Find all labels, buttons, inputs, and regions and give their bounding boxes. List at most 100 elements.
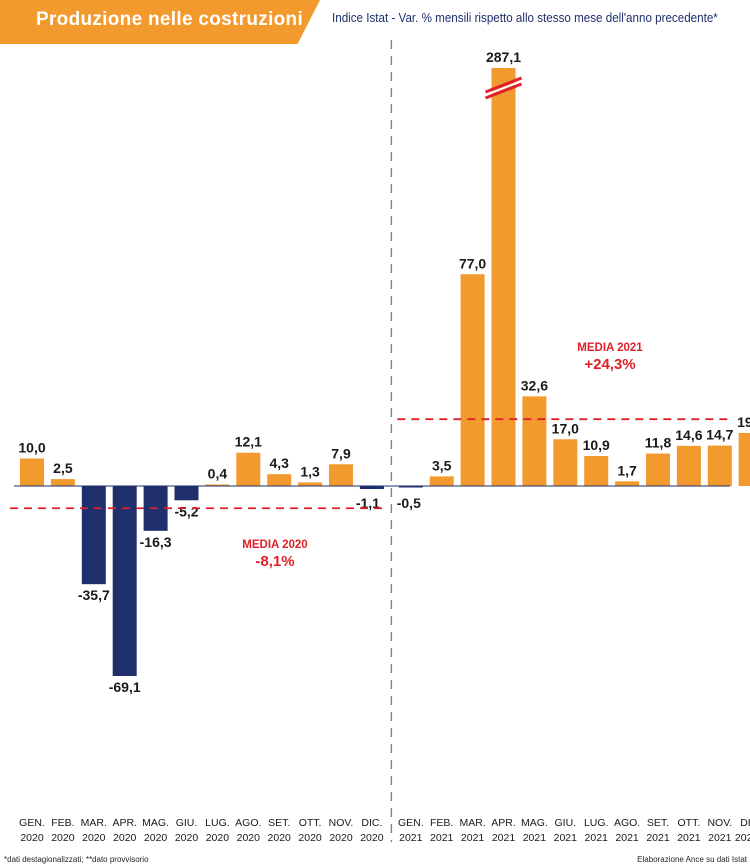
data-label: 12,1 bbox=[235, 434, 262, 450]
average-label: MEDIA 2021 bbox=[577, 342, 643, 354]
tick-label-year: 2021 bbox=[430, 832, 454, 844]
bar bbox=[460, 274, 485, 486]
tick-label-month: FEB. bbox=[51, 817, 74, 829]
source-note: Elaborazione Ance su dati Istat bbox=[637, 855, 747, 864]
bar bbox=[707, 445, 732, 486]
chart-subtitle: Indice Istat - Var. % mensili rispetto a… bbox=[332, 11, 718, 25]
data-label: 14,7 bbox=[706, 427, 733, 443]
title-banner: Produzione nelle costruzioni bbox=[0, 0, 320, 44]
average-value: -8,1% bbox=[255, 553, 294, 570]
tick-label-year: 2021 bbox=[615, 832, 639, 844]
tick-label-month: GEN. bbox=[19, 817, 45, 829]
bar bbox=[329, 464, 353, 486]
data-label: 10,9 bbox=[583, 437, 610, 453]
data-label: -5,2 bbox=[174, 503, 198, 519]
tick-label-year: 2021 bbox=[708, 832, 732, 844]
tick-label-month: LUG. bbox=[205, 817, 230, 829]
tick-label-year: 2020 bbox=[51, 832, 75, 844]
data-label: -35,7 bbox=[78, 587, 110, 603]
tick-label-year: 2021 bbox=[523, 832, 547, 844]
tick-label-year: 2021 bbox=[554, 832, 578, 844]
data-label: 2,5 bbox=[53, 460, 73, 476]
tick-label-month: GIU. bbox=[176, 817, 198, 829]
bar bbox=[491, 68, 516, 486]
tick-label-year: 2020 bbox=[20, 832, 44, 844]
data-label: 7,9 bbox=[331, 445, 351, 461]
chart-title: Produzione nelle costruzioni bbox=[36, 9, 304, 30]
tick-label-month: GEN. bbox=[398, 817, 424, 829]
tick-label-year: 2020 bbox=[360, 832, 384, 844]
data-label: 11,8 bbox=[645, 435, 672, 451]
data-label: -0,5 bbox=[397, 495, 421, 511]
tick-label-month: NOV. bbox=[329, 817, 354, 829]
data-label: -16,3 bbox=[140, 534, 172, 550]
bar bbox=[174, 486, 199, 501]
bar bbox=[584, 456, 609, 486]
data-label: 17,0 bbox=[552, 420, 579, 436]
bar bbox=[429, 476, 454, 486]
bar bbox=[112, 486, 137, 677]
tick-label-year: 2021 bbox=[461, 832, 485, 844]
tick-label-month: OTT. bbox=[299, 817, 322, 829]
footnote: *dati destagionalizzati; **dato provviso… bbox=[4, 855, 149, 864]
tick-label-month: SET. bbox=[268, 817, 290, 829]
tick-label-month: DIC. bbox=[361, 817, 382, 829]
tick-label-year: 2020 bbox=[298, 832, 322, 844]
data-label: 77,0 bbox=[459, 255, 486, 271]
bar bbox=[50, 479, 75, 486]
axis-break-gap bbox=[489, 81, 518, 95]
data-label: 4,3 bbox=[269, 455, 289, 471]
bar bbox=[267, 474, 292, 486]
bar bbox=[81, 486, 106, 585]
tick-label-month: AGO. bbox=[614, 817, 640, 829]
tick-label-year: 2020 bbox=[268, 832, 292, 844]
tick-label-year: 2021 bbox=[399, 832, 423, 844]
tick-label-year: 2020 bbox=[329, 832, 353, 844]
axis-break-mark bbox=[484, 82, 523, 100]
data-label: 10,0 bbox=[18, 440, 45, 456]
tick-label-month: FEB. bbox=[430, 817, 453, 829]
bar bbox=[676, 445, 701, 486]
tick-label-year: 2020 bbox=[144, 832, 168, 844]
bar bbox=[646, 453, 670, 486]
tick-label-month: AGO. bbox=[235, 817, 261, 829]
tick-label-year: 2020 bbox=[206, 832, 230, 844]
bar bbox=[298, 482, 323, 486]
average-label: MEDIA 2020 bbox=[242, 539, 307, 551]
tick-label-month: NOV. bbox=[707, 817, 732, 829]
data-label: 14,6 bbox=[675, 427, 702, 443]
average-value: +24,3% bbox=[584, 356, 635, 373]
tick-label-month: MAG. bbox=[521, 817, 548, 829]
tick-label-year: 2020 bbox=[237, 832, 261, 844]
data-label: 32,6 bbox=[521, 377, 548, 393]
bar bbox=[359, 486, 384, 490]
data-label: 287,1 bbox=[486, 49, 521, 65]
tick-label-month: OTT. bbox=[678, 817, 701, 829]
data-label: 0,4 bbox=[208, 466, 228, 482]
bar bbox=[236, 452, 261, 486]
axis-break-mark bbox=[484, 76, 523, 94]
tick-label-year: 2021** bbox=[735, 832, 750, 844]
data-label: 1,7 bbox=[617, 462, 637, 478]
tick-label-year: 2021 bbox=[585, 832, 609, 844]
tick-label-year: 2020 bbox=[113, 832, 137, 844]
tick-label-year: 2020 bbox=[82, 832, 106, 844]
data-label: 1,3 bbox=[300, 463, 320, 479]
tick-label-month: MAR. bbox=[81, 817, 107, 829]
bar bbox=[738, 432, 750, 486]
data-label: -69,1 bbox=[109, 679, 141, 695]
bar bbox=[615, 481, 640, 486]
data-label: 3,5 bbox=[432, 457, 452, 473]
tick-label-year: 2021 bbox=[677, 832, 701, 844]
tick-label-month: APR. bbox=[112, 817, 137, 829]
bar bbox=[205, 484, 230, 486]
tick-label-month: MAG. bbox=[142, 817, 169, 829]
data-label: -1,1 bbox=[356, 495, 380, 511]
tick-label-month: SET. bbox=[647, 817, 669, 829]
tick-label-year: 2021 bbox=[646, 832, 670, 844]
tick-label-month: GIU. bbox=[555, 817, 577, 829]
tick-label-year: 2020 bbox=[175, 832, 199, 844]
tick-label-month: LUG. bbox=[584, 817, 609, 829]
data-label: 19,3 bbox=[737, 414, 750, 430]
